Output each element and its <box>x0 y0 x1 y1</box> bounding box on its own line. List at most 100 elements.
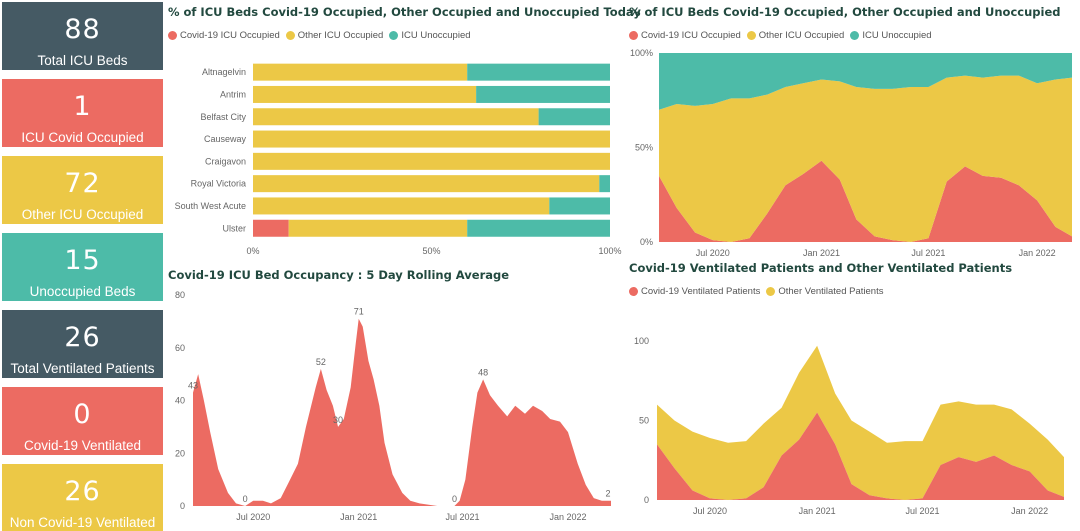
kpi-value: 0 <box>73 399 92 430</box>
legend-item[interactable]: Covid-19 ICU Occupied <box>168 30 280 41</box>
kpi-value: 26 <box>64 322 101 353</box>
y-tick-label: 100 <box>634 336 649 346</box>
ventilated-chart-title: Covid-19 Ventilated Patients and Other V… <box>629 261 1013 275</box>
y-tick-label: 100% <box>630 48 653 58</box>
x-tick-label: Jan 2021 <box>799 506 836 516</box>
kpi-value: 26 <box>64 476 101 507</box>
bar-segment[interactable] <box>288 219 468 237</box>
legend-label: ICU Unoccupied <box>862 30 932 41</box>
x-tick-label: Jul 2020 <box>236 512 270 522</box>
kpi-label: Unoccupied Beds <box>29 284 136 299</box>
legend-item[interactable]: Other ICU Occupied <box>746 30 845 41</box>
legend-label: Covid-19 ICU Occupied <box>641 30 741 41</box>
legend-item[interactable]: ICU Unoccupied <box>389 30 471 41</box>
legend-item[interactable]: Other Ventilated Patients <box>766 286 883 297</box>
area-series[interactable] <box>659 53 1072 110</box>
ventilated-chart-legend: Covid-19 Ventilated Patients Other Ventil… <box>629 286 889 299</box>
data-label: 30 <box>333 415 343 425</box>
area-series[interactable] <box>659 160 1072 242</box>
legend-label: Other ICU Occupied <box>758 30 845 41</box>
data-label: 52 <box>316 357 326 367</box>
area-series[interactable] <box>657 345 1064 500</box>
data-label: 43 <box>188 381 198 391</box>
kpi-label: Non Covid-19 Ventilated <box>9 515 156 530</box>
area-series[interactable] <box>193 318 611 506</box>
legend-label: ICU Unoccupied <box>401 30 471 41</box>
data-label: 2 <box>605 489 610 499</box>
bar-segment[interactable] <box>467 219 610 237</box>
bar-segment[interactable] <box>599 175 610 193</box>
today-chart-title: % of ICU Beds Covid-19 Occupied, Other O… <box>168 5 641 19</box>
data-label: 71 <box>354 307 364 317</box>
legend-item[interactable]: ICU Unoccupied <box>850 30 932 41</box>
kpi-card: 15 Unoccupied Beds <box>2 233 163 301</box>
bar-segment[interactable] <box>467 63 610 81</box>
history-area-chart: 0% 50% 100% Jul 2020 Jan 2021 Jul 2021 Jan 202… <box>630 48 1072 258</box>
bar-segment[interactable] <box>253 175 600 193</box>
x-tick-label: Jul 2021 <box>911 248 945 258</box>
legend-swatch <box>168 31 177 40</box>
area-series[interactable] <box>659 75 1072 243</box>
legend-swatch <box>629 287 638 296</box>
y-tick-label: 0 <box>644 495 649 505</box>
kpi-value: 72 <box>64 168 101 199</box>
x-tick-label: Jan 2022 <box>1011 506 1048 516</box>
data-label: 48 <box>478 367 488 377</box>
x-tick-label: 100% <box>598 246 621 256</box>
legend-label: Other Ventilated Patients <box>778 286 884 297</box>
legend-swatch <box>285 31 295 40</box>
legend-swatch <box>766 287 776 296</box>
category-label: Craigavon <box>205 156 246 166</box>
bar-segment[interactable] <box>253 219 289 237</box>
kpi-label: Covid-19 Ventilated <box>23 438 142 453</box>
category-label: Ulster <box>222 223 246 233</box>
category-label: Royal Victoria <box>191 179 246 189</box>
today-bar-chart: Altnagelvin Antrim Belfast City Causeway Cra… <box>175 63 622 256</box>
kpi-value: 88 <box>64 14 101 45</box>
y-tick-label: 60 <box>175 343 185 353</box>
kpi-card: 72 Other ICU Occupied <box>2 156 163 224</box>
history-chart-legend: Covid-19 ICU Occupied Other ICU Occupied I… <box>629 30 938 43</box>
category-label: Altnagelvin <box>202 67 246 77</box>
today-chart-legend: Covid-19 ICU Occupied Other ICU Occupied I… <box>168 30 477 43</box>
kpi-card: 1 ICU Covid Occupied <box>2 79 163 147</box>
legend-label: Covid-19 ICU Occupied <box>180 30 280 41</box>
kpi-card: 0 Covid-19 Ventilated <box>2 387 163 455</box>
legend-label: Covid-19 Ventilated Patients <box>641 286 761 297</box>
bar-segment[interactable] <box>253 108 539 126</box>
area-series[interactable] <box>657 412 1064 500</box>
bar-segment[interactable] <box>253 85 477 103</box>
ventilated-area-chart: 0 50 100 Jul 2020 Jan 2021 Jul 2021 Jan 2022 <box>634 336 1064 516</box>
legend-swatch <box>629 31 638 40</box>
legend-swatch <box>746 31 756 40</box>
kpi-value: 15 <box>64 245 101 276</box>
legend-item[interactable]: Covid-19 Ventilated Patients <box>629 286 760 297</box>
legend-label: Other ICU Occupied <box>297 30 384 41</box>
data-label: 0 <box>243 494 248 504</box>
bar-segment[interactable] <box>253 152 610 170</box>
kpi-label: ICU Covid Occupied <box>21 130 144 145</box>
bar-segment[interactable] <box>476 85 610 103</box>
bar-segment[interactable] <box>253 197 550 215</box>
y-tick-label: 50 <box>639 416 649 426</box>
y-tick-label: 50% <box>635 143 653 153</box>
kpi-label: Other ICU Occupied <box>21 207 144 222</box>
legend-item[interactable]: Other ICU Occupied <box>285 30 384 41</box>
x-tick-label: Jul 2020 <box>693 506 727 516</box>
rolling-chart-title: Covid-19 ICU Bed Occupancy : 5 Day Rolli… <box>168 268 510 282</box>
y-tick-label: 40 <box>175 396 185 406</box>
bar-segment[interactable] <box>253 130 610 148</box>
bar-segment[interactable] <box>549 197 610 215</box>
legend-item[interactable]: Covid-19 ICU Occupied <box>629 30 741 41</box>
bar-segment[interactable] <box>538 108 610 126</box>
x-tick-label: 0% <box>246 246 259 256</box>
x-tick-label: Jul 2021 <box>905 506 939 516</box>
x-tick-label: 50% <box>422 246 440 256</box>
bar-segment[interactable] <box>253 63 468 81</box>
category-label: Causeway <box>204 134 247 144</box>
history-chart-title: % of ICU Beds Covid-19 Occupied, Other O… <box>629 5 1061 19</box>
category-label: Antrim <box>220 89 246 99</box>
y-tick-label: 20 <box>175 448 185 458</box>
x-tick-label: Jan 2022 <box>549 512 586 522</box>
